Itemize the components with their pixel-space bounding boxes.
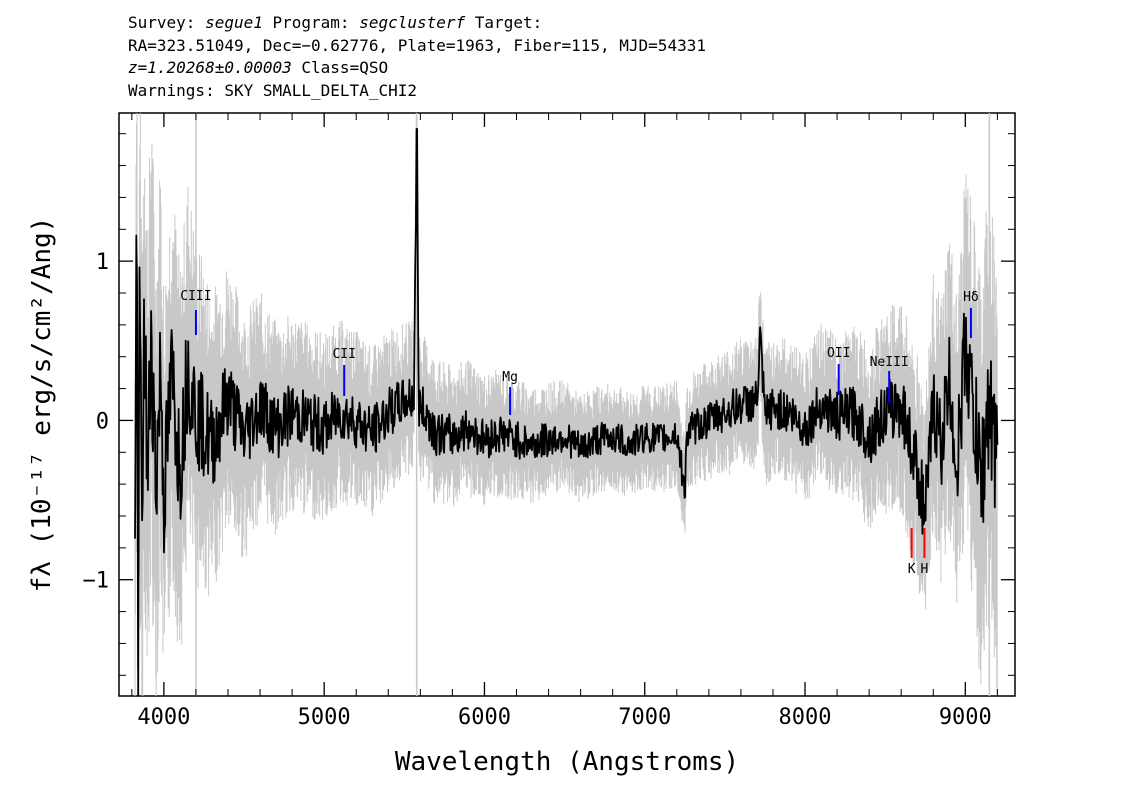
x-tick-label: 9000 xyxy=(939,705,992,730)
line-label-OII: OII xyxy=(827,346,850,361)
axis-ticks: 4000 5000 6000 7000 8000 9000 −1 0 1 xyxy=(83,113,1015,730)
survey-label: Survey: xyxy=(128,13,206,32)
plot-area: CIII CII Mg OII NeIII Hδ K H 4000 5000 6000 7000 80… xyxy=(83,112,1016,730)
class-value: Class=QSO xyxy=(291,58,389,77)
line-label-K: K xyxy=(908,562,916,577)
header-line-coords: RA=323.51049, Dec=−0.62776, Plate=1963, … xyxy=(128,35,706,55)
program-value: segclusterf xyxy=(359,13,466,32)
line-label-CIII: CIII xyxy=(180,289,211,304)
y-axis-label: fλ (10⁻¹⁷ erg/s/cm²/Ang) xyxy=(27,217,57,593)
line-label-Hδ: Hδ xyxy=(963,290,979,305)
line-label-CII: CII xyxy=(332,347,355,362)
flux-line xyxy=(134,127,999,697)
plot-frame xyxy=(118,112,1016,697)
y-tick-label: 1 xyxy=(96,250,109,275)
survey-value: segue1 xyxy=(205,13,263,32)
line-label-Mg: Mg xyxy=(502,370,518,385)
spectral-line-marks: CIII CII Mg OII NeIII Hδ K H xyxy=(180,289,978,577)
line-label-H: H xyxy=(921,562,929,577)
spectrum-header: Survey: segue1 Program: segclusterf Targ… xyxy=(128,12,706,102)
x-tick-label: 5000 xyxy=(298,705,351,730)
x-axis-label: Wavelength (Angstroms) xyxy=(395,747,739,777)
x-tick-label: 6000 xyxy=(458,705,511,730)
target-label: Target: xyxy=(465,13,543,32)
header-line-survey: Survey: segue1 Program: segclusterf Targ… xyxy=(128,12,706,35)
line-label-NeIII: NeIII xyxy=(870,355,909,370)
flux-series xyxy=(134,127,999,697)
x-tick-label: 8000 xyxy=(779,705,832,730)
y-tick-label: −1 xyxy=(83,569,110,594)
header-line-warnings: Warnings: SKY SMALL_DELTA_CHI2 xyxy=(128,80,417,100)
redshift-value: z=1.20268±0.00003 xyxy=(128,58,292,77)
program-label: Program: xyxy=(262,13,360,32)
x-tick-label: 4000 xyxy=(137,705,190,730)
header-line-redshift: z=1.20268±0.00003 Class=QSO xyxy=(128,57,706,80)
y-tick-label: 0 xyxy=(96,409,109,434)
x-tick-label: 7000 xyxy=(618,705,671,730)
